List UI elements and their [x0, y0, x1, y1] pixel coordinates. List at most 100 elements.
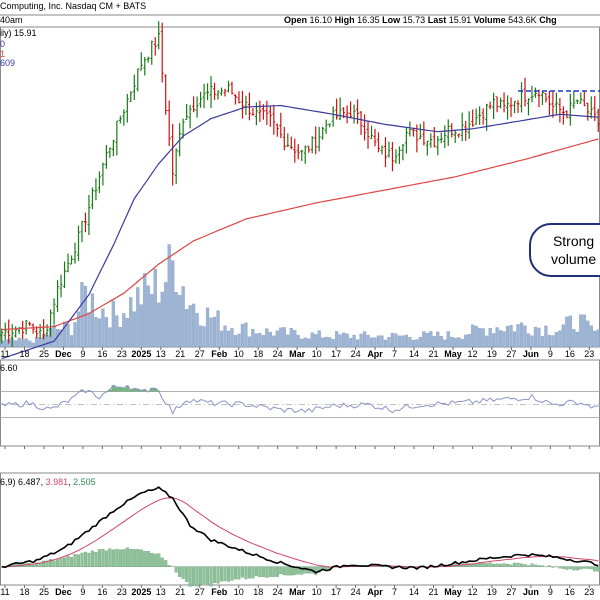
low-label: Low: [382, 15, 401, 25]
price-bar: [171, 124, 175, 186]
last-label: Last: [427, 15, 447, 25]
volume-bar: [272, 335, 276, 348]
volume-bar: [153, 268, 157, 348]
price-bar: [164, 74, 168, 115]
price-bar: [199, 91, 203, 108]
price-bar: [387, 141, 391, 158]
volume-bar: [328, 337, 332, 348]
x-tick-label: May: [444, 349, 462, 359]
macd-x-tick-label: 21: [175, 587, 185, 597]
price-bar: [373, 128, 377, 147]
macd-hist-bar: [129, 548, 133, 567]
volume-bar: [101, 308, 105, 348]
macd-hist-bar: [80, 552, 84, 567]
annotation-line-2: volume: [551, 251, 597, 267]
price-bar: [561, 106, 565, 125]
volume-bar: [185, 309, 189, 348]
macd-x-tick-label: Dec: [55, 587, 72, 597]
macd-hist-bar: [478, 561, 482, 567]
macd-x-tick-label: Mar: [289, 587, 306, 597]
macd-panel: [0, 472, 600, 587]
price-bar: [279, 112, 283, 139]
open-label: Open: [284, 15, 308, 25]
price-bar: [513, 101, 517, 114]
price-bar: [453, 129, 457, 144]
macd-hist-bar: [279, 566, 283, 575]
price-bar: [3, 322, 7, 340]
open-value: 16.10: [309, 15, 333, 25]
macd-hist-bar: [485, 563, 489, 567]
macd-x-tick-label: 7: [392, 587, 397, 597]
volume-bar: [558, 330, 562, 348]
macd-x-tick-label: 27: [195, 587, 205, 597]
volume-bar: [432, 336, 436, 348]
volume-bar: [59, 329, 63, 348]
macd-hist-bar: [258, 566, 262, 578]
macd-x-tick-label: 24: [273, 587, 283, 597]
price-bar: [7, 319, 11, 344]
price-bar: [558, 98, 562, 123]
volume-bar: [362, 331, 367, 348]
volume-bar: [115, 315, 119, 348]
price-bar: [394, 149, 398, 164]
x-tick-label: 24: [351, 349, 361, 359]
price-bar: [129, 91, 133, 102]
volume-bar: [331, 338, 335, 348]
price-bar: [202, 83, 206, 109]
price-bar: [181, 118, 185, 139]
price-bar: [223, 88, 227, 97]
x-axis: 11 18 25 Dec 9 16 23 2025 13 21 27 Feb 10 18 24 Mar 10 17…: [0, 347, 594, 597]
price-bar: [94, 178, 98, 201]
volume-bar: [261, 335, 265, 348]
x-tick-label: 14: [409, 349, 419, 359]
price-bar: [49, 309, 53, 337]
volume-bar: [310, 332, 314, 348]
volume-bar: [415, 339, 419, 348]
macd-hist-bar: [206, 566, 210, 586]
price-bar: [108, 147, 112, 158]
volume-bar: [150, 294, 154, 348]
macd-signal-line: [1, 497, 599, 568]
macd-hist-bar: [90, 550, 94, 567]
volume-bar: [355, 339, 360, 348]
volume-bar: [181, 286, 185, 348]
price-bar: [499, 97, 503, 109]
rsi-legend: 6.60: [0, 363, 18, 373]
macd-hist-bar: [56, 559, 60, 567]
macd-hist-bar: [62, 557, 67, 567]
price-bar: [425, 140, 429, 156]
price-bar: [63, 261, 67, 288]
volume-bar: [139, 304, 143, 348]
macd-hist-bar: [565, 566, 569, 570]
volume-bar: [69, 335, 74, 348]
price-bar: [509, 97, 513, 117]
macd-legend-prefix: 6,9): [0, 477, 16, 487]
price-bar: [551, 91, 555, 118]
volume-bar: [279, 327, 283, 348]
volume-bar: [401, 335, 405, 348]
price-bar: [230, 81, 234, 95]
price-bar: [118, 115, 122, 124]
macd-hist-bar: [314, 566, 318, 575]
volume-bar: [226, 330, 231, 348]
volume-bar: [178, 295, 182, 348]
price-bar: [293, 138, 297, 163]
signal-legend-value: 3.981: [45, 477, 69, 487]
macd-hist-bar: [143, 551, 147, 567]
volume-bar: [132, 311, 136, 348]
macd-hist-bar: [115, 548, 119, 567]
price-bar: [70, 255, 74, 265]
price-bar: [31, 323, 35, 334]
price-bar: [10, 324, 14, 348]
volume-legend: 609: [0, 58, 16, 68]
volume-bar: [108, 327, 112, 348]
macd-hist-bar: [247, 566, 251, 579]
volume-bar: [24, 338, 28, 348]
volume-bar: [418, 336, 422, 348]
volume-bar: [111, 300, 115, 348]
x-tick-label: Mar: [289, 349, 306, 359]
price-bar: [540, 90, 544, 105]
volume-bar: [282, 327, 286, 348]
volume-bar: [523, 325, 527, 348]
price-bar: [370, 125, 374, 139]
